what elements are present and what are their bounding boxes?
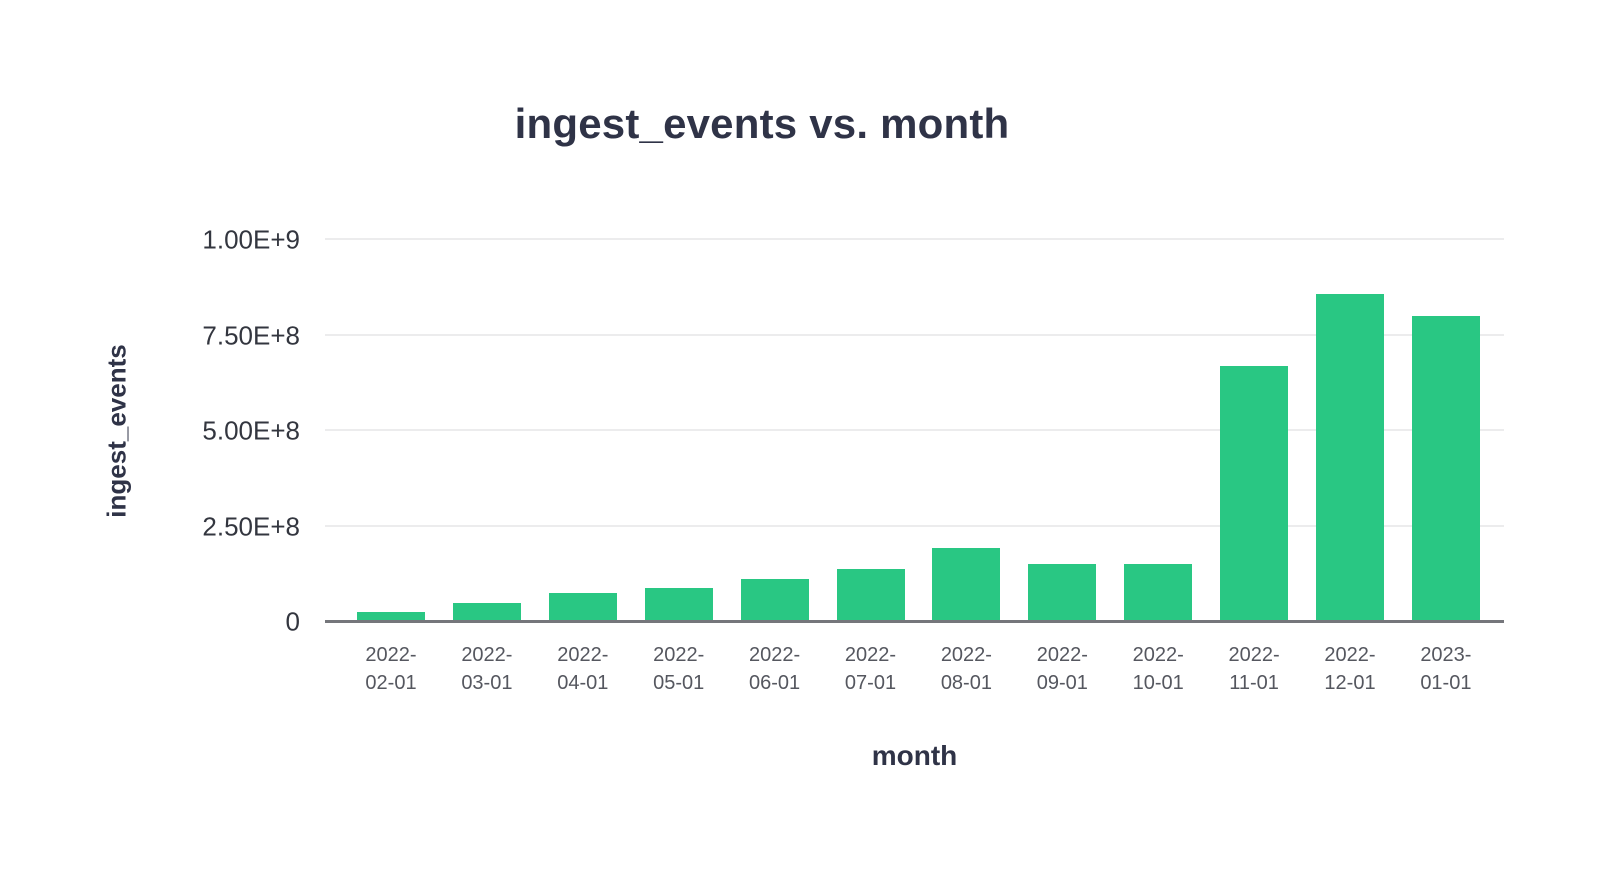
x-tick-label: 2023- 01-01 <box>1420 644 1472 694</box>
x-tick-label: 2022- 05-01 <box>653 644 705 694</box>
y-tick-label: 2.50E+8 <box>202 511 300 541</box>
x-tick-label: 2022- 07-01 <box>844 644 897 694</box>
bar-2022-06-01[interactable] <box>740 578 809 622</box>
bar-2023-01-01[interactable] <box>1411 315 1480 622</box>
y-tick-label: 0 <box>285 606 300 637</box>
x-tick-label: 2022- 02-01 <box>365 644 417 694</box>
gridline <box>325 524 1504 527</box>
bar-2022-04-01[interactable] <box>548 592 617 622</box>
bar-2022-03-01[interactable] <box>452 602 521 622</box>
y-tick-label: 7.50E+8 <box>202 320 300 350</box>
y-tick-label: 5.00E+8 <box>202 415 300 446</box>
plot-area <box>325 238 1504 622</box>
bar-2022-05-01[interactable] <box>644 588 713 622</box>
x-tick-label: 2022- 09-01 <box>1036 644 1088 694</box>
x-tick-label: 2022- 06-01 <box>749 644 801 694</box>
x-axis-title: month <box>871 740 958 771</box>
chart-title: ingest_events vs. month <box>514 100 1010 147</box>
x-tick-label: 2022- 03-01 <box>461 644 513 694</box>
bar-2022-02-01[interactable] <box>357 612 425 622</box>
x-tick-label: 2022- 08-01 <box>940 644 992 694</box>
gridline <box>325 238 1504 240</box>
x-tick-label: 2022- 10-01 <box>1132 644 1184 694</box>
x-tick-labels: 2022- 02-01 2022- 03-01 2022- 04-01 2022- 05-01… <box>0 641 1600 711</box>
bar-2022-10-01[interactable] <box>1124 563 1193 622</box>
x-tick-label: 2022- 04-01 <box>557 644 609 694</box>
y-tick-label: 1.00E+9 <box>202 224 300 255</box>
bar-2022-11-01[interactable] <box>1220 366 1289 622</box>
gridline <box>325 333 1504 336</box>
x-tick-label: 2022- 12-01 <box>1324 644 1376 694</box>
x-tick-label: 2022- 11-01 <box>1228 644 1280 694</box>
gridline <box>325 429 1504 431</box>
bar-2022-09-01[interactable] <box>1028 563 1097 622</box>
y-tick-labels: 0 2.50E+8 5.00E+8 7.50E+8 1.00E+9 <box>0 0 300 880</box>
bar-2022-07-01[interactable] <box>836 569 905 622</box>
bar-2022-12-01[interactable] <box>1316 294 1384 622</box>
x-axis-line <box>325 620 1504 623</box>
bar-2022-08-01[interactable] <box>932 548 1001 622</box>
